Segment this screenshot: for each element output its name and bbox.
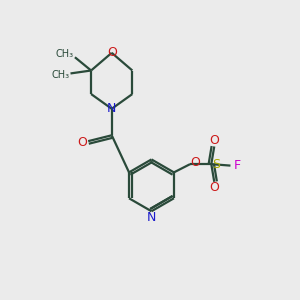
- Text: O: O: [209, 181, 219, 194]
- Text: O: O: [107, 46, 117, 59]
- Text: N: N: [147, 211, 156, 224]
- Text: O: O: [77, 136, 87, 149]
- Text: O: O: [209, 134, 219, 147]
- Text: S: S: [212, 158, 220, 171]
- Text: N: N: [107, 102, 116, 115]
- Text: CH₃: CH₃: [56, 49, 74, 59]
- Text: O: O: [190, 156, 200, 169]
- Text: CH₃: CH₃: [51, 70, 69, 80]
- Text: F: F: [233, 159, 241, 172]
